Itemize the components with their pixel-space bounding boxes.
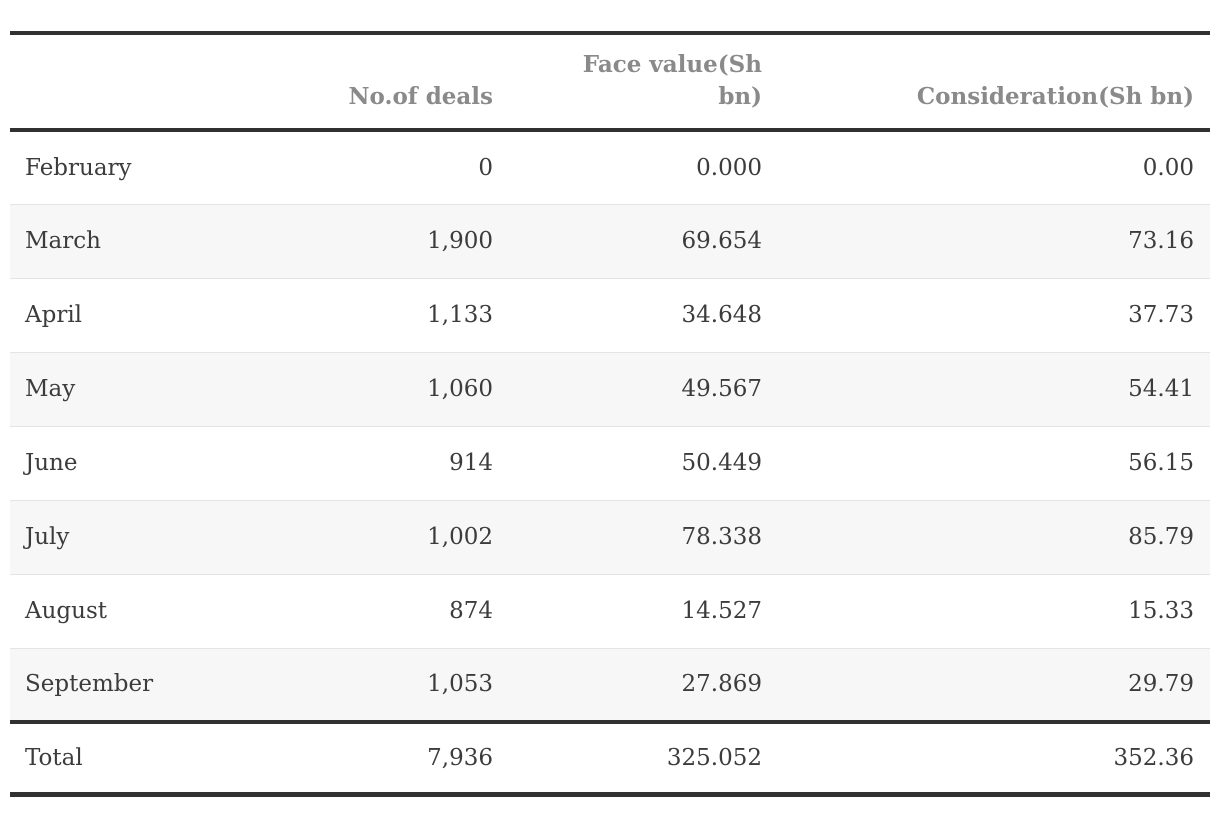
- face-value-cell: 27.869: [681, 671, 762, 698]
- consideration-cell: 73.16: [1128, 228, 1194, 254]
- month-cell: May: [25, 376, 76, 402]
- header-row: No.of deals Face value(Sh bn) Considerat…: [10, 33, 1210, 132]
- consideration-cell: 352.36: [1113, 744, 1194, 771]
- table-container: No.of deals Face value(Sh bn) Considerat…: [10, 31, 1210, 797]
- deals-cell: 1,060: [427, 376, 493, 402]
- monthly-deals-table: No.of deals Face value(Sh bn) Considerat…: [10, 31, 1210, 797]
- month-cell: July: [25, 524, 70, 550]
- table-row: June 914 50.449 56.15: [10, 426, 1210, 500]
- consideration-cell: 0.00: [1142, 154, 1194, 181]
- month-cell: March: [25, 228, 101, 254]
- deals-cell: 1,133: [427, 302, 493, 328]
- deals-cell: 874: [449, 598, 493, 624]
- table-row: May 1,060 49.567 54.41: [10, 352, 1210, 426]
- month-cell: April: [25, 302, 83, 328]
- month-cell: February: [25, 154, 132, 181]
- month-cell: June: [25, 450, 78, 476]
- deals-cell: 1,900: [427, 228, 493, 254]
- face-value-cell: 69.654: [681, 228, 762, 254]
- deals-cell: 914: [449, 450, 493, 476]
- month-cell: September: [25, 671, 154, 698]
- face-value-cell: 34.648: [681, 302, 762, 328]
- table-row: September 1,053 27.869 29.79: [10, 648, 1210, 722]
- deals-cell: 1,053: [427, 671, 493, 698]
- header-consideration: Consideration(Sh bn): [778, 33, 1210, 132]
- month-cell: August: [25, 598, 108, 624]
- consideration-cell: 85.79: [1128, 524, 1194, 550]
- face-value-cell: 50.449: [681, 450, 762, 476]
- table-row: April 1,133 34.648 37.73: [10, 278, 1210, 352]
- header-month: [10, 33, 310, 132]
- consideration-cell: 54.41: [1128, 376, 1194, 402]
- face-value-cell: 49.567: [681, 376, 762, 402]
- table-row: July 1,002 78.338 85.79: [10, 500, 1210, 574]
- table-row: February 0 0.000 0.00: [10, 130, 1210, 204]
- face-value-cell: 0.000: [696, 154, 762, 181]
- table-body: February 0 0.000 0.00 March 1,900 69.654 73.16 A…: [10, 130, 1210, 794]
- table-row: August 874 14.527 15.33: [10, 574, 1210, 648]
- table-row: March 1,900 69.654 73.16: [10, 204, 1210, 278]
- deals-cell: 1,002: [427, 524, 493, 550]
- header-no-of-deals: No.of deals: [310, 33, 509, 132]
- face-value-cell: 78.338: [681, 524, 762, 550]
- consideration-cell: 37.73: [1128, 302, 1194, 328]
- total-row: Total 7,936 325.052 352.36: [10, 722, 1210, 794]
- consideration-cell: 56.15: [1128, 450, 1194, 476]
- deals-cell: 7,936: [427, 744, 493, 771]
- face-value-cell: 325.052: [666, 744, 762, 771]
- consideration-cell: 29.79: [1128, 671, 1194, 698]
- consideration-cell: 15.33: [1128, 598, 1194, 624]
- month-cell: Total: [25, 744, 83, 771]
- deals-cell: 0: [478, 154, 493, 181]
- face-value-cell: 14.527: [681, 598, 762, 624]
- table-header: No.of deals Face value(Sh bn) Considerat…: [10, 33, 1210, 132]
- header-face-value: Face value(Sh bn): [509, 33, 778, 132]
